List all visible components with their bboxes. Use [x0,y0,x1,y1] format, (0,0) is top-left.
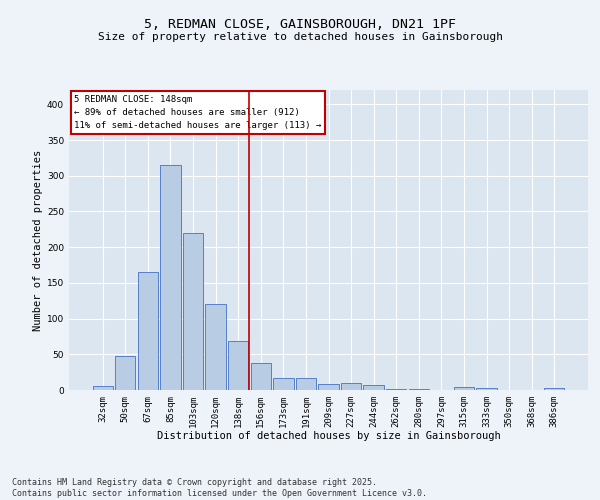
Bar [92,386,113,390]
Bar [386,388,406,390]
Y-axis label: Number of detached properties: Number of detached properties [33,150,43,330]
Bar [544,388,565,390]
Bar [319,384,338,390]
Bar [454,387,474,390]
Bar [228,342,248,390]
Bar [183,233,203,390]
Text: Size of property relative to detached houses in Gainsborough: Size of property relative to detached ho… [97,32,503,42]
Bar [476,388,497,390]
Bar [341,383,361,390]
Text: 5, REDMAN CLOSE, GAINSBOROUGH, DN21 1PF: 5, REDMAN CLOSE, GAINSBOROUGH, DN21 1PF [144,18,456,30]
Bar [251,363,271,390]
Text: Contains HM Land Registry data © Crown copyright and database right 2025.
Contai: Contains HM Land Registry data © Crown c… [12,478,427,498]
Bar [296,378,316,390]
Bar [160,165,181,390]
Bar [205,304,226,390]
Bar [273,378,293,390]
Bar [138,272,158,390]
Bar [115,356,136,390]
X-axis label: Distribution of detached houses by size in Gainsborough: Distribution of detached houses by size … [157,432,500,442]
Bar [364,385,384,390]
Text: 5 REDMAN CLOSE: 148sqm
← 89% of detached houses are smaller (912)
11% of semi-de: 5 REDMAN CLOSE: 148sqm ← 89% of detached… [74,94,322,130]
